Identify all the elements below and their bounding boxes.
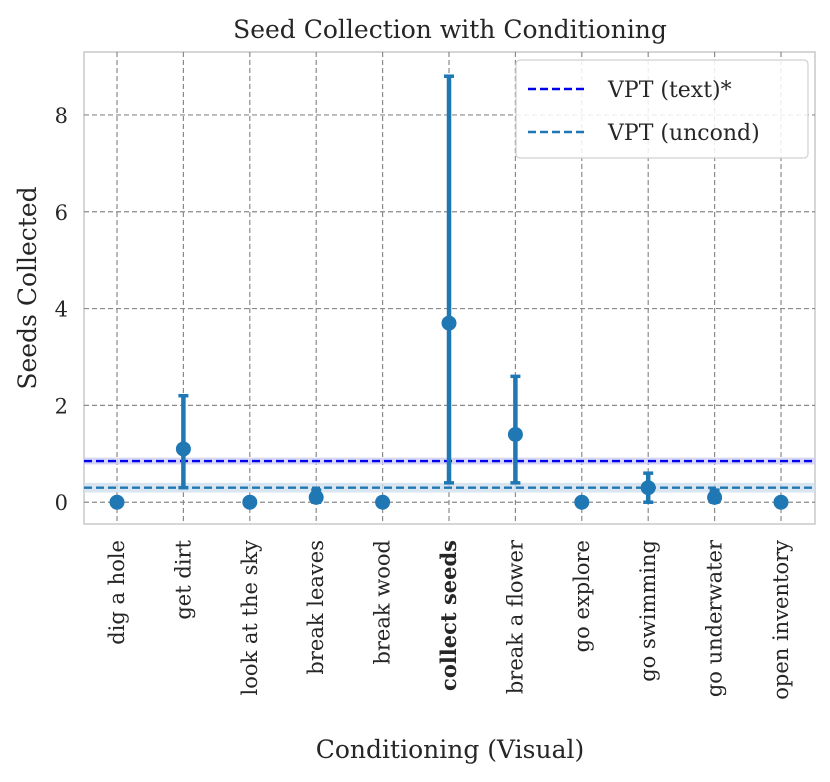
data-point (574, 494, 590, 510)
x-tick-label: go swimming (636, 540, 660, 682)
x-tick-label: break wood (371, 540, 395, 665)
data-point (640, 480, 656, 496)
data-point (707, 489, 723, 505)
data-points (109, 315, 789, 510)
x-tick-label: open inventory (769, 540, 793, 700)
x-tick-labels: dig a hole get dirt look at the sky break l… (105, 539, 793, 700)
legend: VPT (text)* VPT (uncond) (515, 59, 809, 159)
x-tick-label: get dirt (171, 539, 195, 619)
data-point (175, 441, 191, 457)
legend-label-vpt-uncond: VPT (uncond) (607, 121, 760, 146)
y-tick-label: 2 (55, 394, 68, 418)
y-tick-label: 4 (55, 298, 68, 322)
x-tick-label: dig a hole (105, 540, 129, 645)
x-tick-label: collect seeds (436, 540, 461, 691)
chart-title: Seed Collection with Conditioning (233, 15, 667, 44)
data-point (109, 494, 125, 510)
legend-box (515, 59, 809, 159)
x-tick-label: break a flower (503, 539, 527, 694)
legend-label-vpt-text: VPT (text)* (607, 78, 732, 103)
x-tick-label: look at the sky (238, 540, 262, 696)
data-point (308, 489, 324, 505)
y-tick-label: 0 (55, 491, 68, 515)
data-point (507, 426, 523, 442)
y-tick-labels: 0 2 4 6 8 (55, 104, 68, 515)
x-tick-label: break leaves (304, 540, 328, 675)
data-point (441, 315, 457, 331)
data-point (375, 494, 391, 510)
data-point (773, 494, 789, 510)
x-tick-label: go explore (570, 540, 594, 652)
data-point (242, 494, 258, 510)
x-axis-label: Conditioning (Visual) (316, 735, 584, 764)
y-tick-label: 6 (55, 201, 68, 225)
y-axis-label: Seeds Collected (13, 186, 42, 389)
x-tick-label: go underwater (703, 539, 727, 697)
y-tick-label: 8 (55, 104, 68, 128)
